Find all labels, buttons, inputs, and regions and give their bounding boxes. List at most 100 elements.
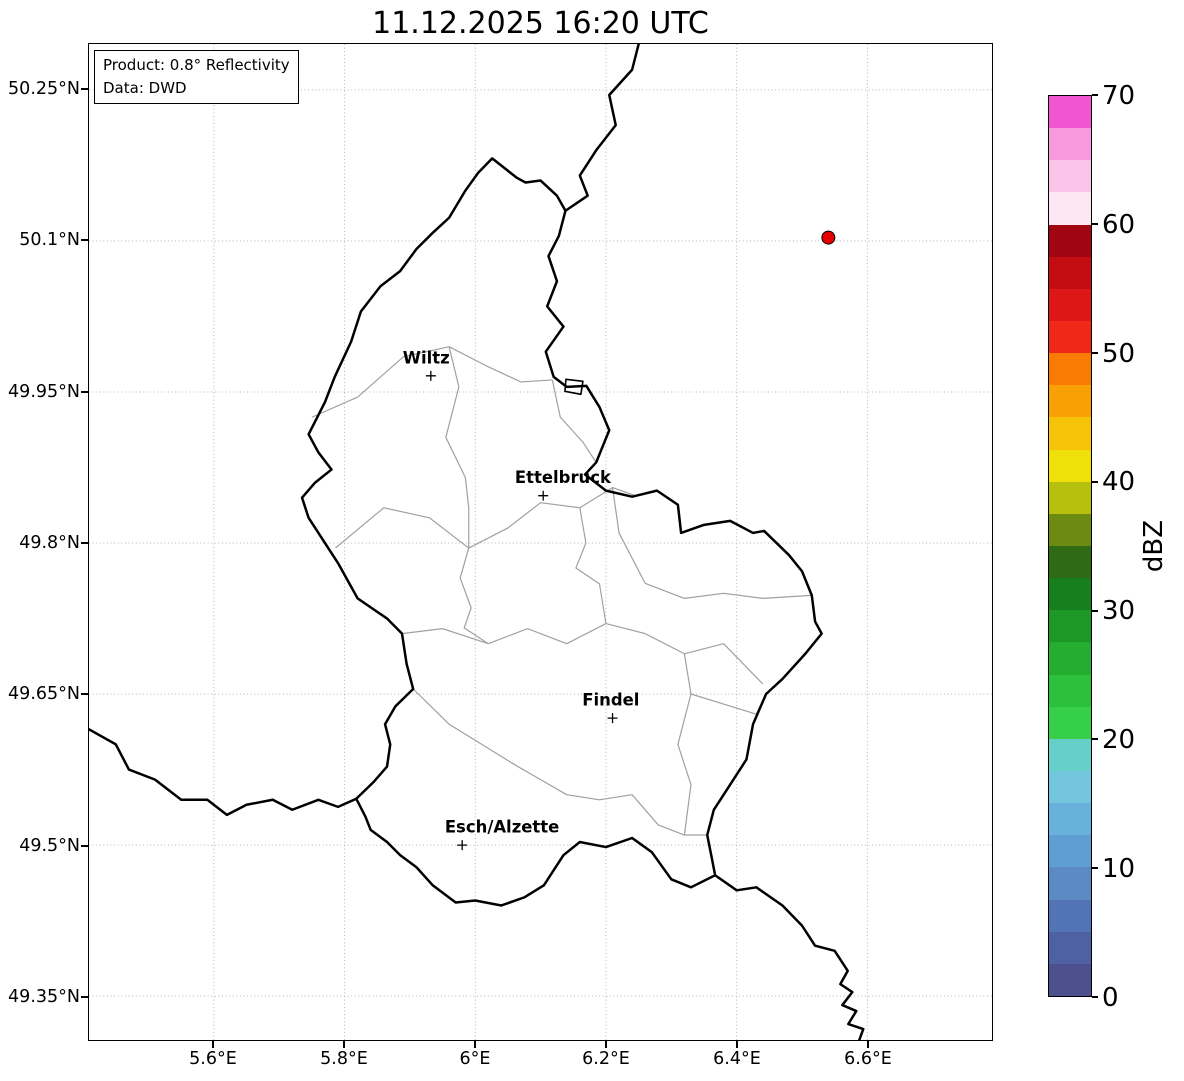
- colorbar-tick-mark: [1092, 610, 1098, 612]
- grid-lines: [89, 44, 992, 1040]
- canton-border: [575, 507, 607, 624]
- colorbar-segment: [1049, 899, 1091, 932]
- city-marker-esch: [457, 840, 468, 851]
- colorbar-segment: [1049, 674, 1091, 707]
- city-markers: [425, 370, 618, 851]
- map-svg: Wiltz Ettelbruck Findel Esch/Alzette: [89, 44, 992, 1040]
- x-tick-mark: [212, 1041, 214, 1048]
- x-tick-label: 5.8°E: [320, 1049, 368, 1069]
- colorbar-segment: [1049, 610, 1091, 643]
- colorbar-segment: [1049, 513, 1091, 546]
- colorbar-tick-label: 50: [1102, 339, 1136, 369]
- x-tick-label: 6.2°E: [582, 1049, 630, 1069]
- y-tick-label: 49.95°N: [8, 382, 80, 402]
- colorbar-segment: [1049, 578, 1091, 611]
- city-labels: Wiltz Ettelbruck Findel Esch/Alzette: [403, 348, 640, 836]
- colorbar-segment: [1049, 481, 1091, 514]
- y-tick-mark: [81, 88, 88, 90]
- colorbar-tick-mark: [1092, 352, 1098, 354]
- x-tick-label: 6°E: [459, 1049, 491, 1069]
- canton-border: [611, 487, 646, 584]
- colorbar-tick-label: 40: [1102, 467, 1136, 497]
- colorbar-tick-label: 70: [1102, 81, 1136, 111]
- x-tick-mark: [343, 1041, 345, 1048]
- y-tick-label: 50.25°N: [8, 79, 80, 99]
- y-tick-mark: [81, 391, 88, 393]
- colorbar-segment: [1049, 867, 1091, 900]
- y-tick-mark: [81, 693, 88, 695]
- colorbar-segment: [1049, 545, 1091, 579]
- x-tick-mark: [867, 1041, 869, 1048]
- y-tick-label: 49.35°N: [8, 987, 80, 1007]
- y-tick-label: 49.5°N: [19, 836, 80, 856]
- colorbar-segment: [1049, 385, 1091, 418]
- colorbar: [1048, 95, 1092, 997]
- colorbar-segment: [1049, 96, 1091, 129]
- colorbar-tick-label: 10: [1102, 854, 1136, 884]
- colorbar-tick-mark: [1092, 94, 1098, 96]
- canton-border: [690, 693, 767, 715]
- colorbar-unit-label: dBZ: [1139, 519, 1169, 573]
- product-info-box: Product: 0.8° Reflectivity Data: DWD: [94, 50, 299, 104]
- x-tick-label: 6.4°E: [713, 1049, 761, 1069]
- colorbar-segment: [1049, 417, 1091, 450]
- colorbar-segment: [1049, 160, 1091, 193]
- canton-border: [335, 487, 636, 549]
- colorbar-segment: [1049, 224, 1091, 257]
- canton-border: [644, 582, 812, 599]
- colorbar-segment: [1049, 963, 1091, 996]
- colorbar-segment: [1049, 642, 1091, 675]
- belgium-germany-border: [564, 44, 640, 213]
- colorbar-tick-label: 60: [1102, 210, 1136, 240]
- x-tick-label: 6.6°E: [844, 1049, 892, 1069]
- x-tick-mark: [474, 1041, 476, 1048]
- city-label-ettelbruck: Ettelbruck: [515, 468, 612, 487]
- canton-borders: [311, 346, 812, 836]
- colorbar-segment: [1049, 288, 1091, 321]
- colorbar-tick-mark: [1092, 867, 1098, 869]
- colorbar-tick-mark: [1092, 738, 1098, 740]
- colorbar-segment: [1049, 320, 1091, 354]
- canton-border: [445, 346, 470, 549]
- colorbar-segment: [1049, 931, 1091, 964]
- x-tick-mark: [605, 1041, 607, 1048]
- canton-border: [459, 547, 489, 645]
- colorbar-tick-label: 0: [1102, 983, 1119, 1013]
- y-tick-mark: [81, 239, 88, 241]
- colorbar-tick-label: 30: [1102, 596, 1136, 626]
- colorbar-segment: [1049, 256, 1091, 289]
- canton-border: [677, 653, 692, 836]
- luxembourg-border: [300, 157, 823, 907]
- y-tick-label: 50.1°N: [19, 230, 80, 250]
- colorbar-tick-mark: [1092, 996, 1098, 998]
- x-tick-mark: [736, 1041, 738, 1048]
- country-borders: [89, 44, 865, 1040]
- y-tick-mark: [81, 845, 88, 847]
- y-tick-label: 49.65°N: [8, 684, 80, 704]
- city-label-esch: Esch/Alzette: [445, 817, 560, 836]
- colorbar-segment: [1049, 770, 1091, 804]
- city-marker-wiltz: [425, 370, 436, 381]
- colorbar-segment: [1049, 192, 1091, 225]
- colorbar-segment: [1049, 449, 1091, 482]
- data-source-line: Data: DWD: [103, 78, 187, 97]
- y-tick-label: 49.8°N: [19, 533, 80, 553]
- colorbar-segment: [1049, 706, 1091, 739]
- colorbar-segment: [1049, 835, 1091, 868]
- y-tick-mark: [81, 996, 88, 998]
- map-plot-area: Wiltz Ettelbruck Findel Esch/Alzette Pro…: [88, 43, 993, 1041]
- x-tick-label: 5.6°E: [189, 1049, 237, 1069]
- city-label-wiltz: Wiltz: [403, 348, 450, 367]
- city-marker-findel: [607, 713, 618, 724]
- canton-border: [412, 688, 708, 836]
- canton-border: [401, 622, 764, 685]
- city-marker-ettelbruck: [538, 490, 549, 501]
- colorbar-segment: [1049, 803, 1091, 836]
- river-loop-border: [564, 378, 584, 396]
- city-label-findel: Findel: [582, 691, 639, 710]
- figure-title: 11.12.2025 16:20 UTC: [372, 6, 709, 41]
- colorbar-tick-mark: [1092, 481, 1098, 483]
- colorbar-segment: [1049, 353, 1091, 386]
- colorbar-tick-label: 20: [1102, 725, 1136, 755]
